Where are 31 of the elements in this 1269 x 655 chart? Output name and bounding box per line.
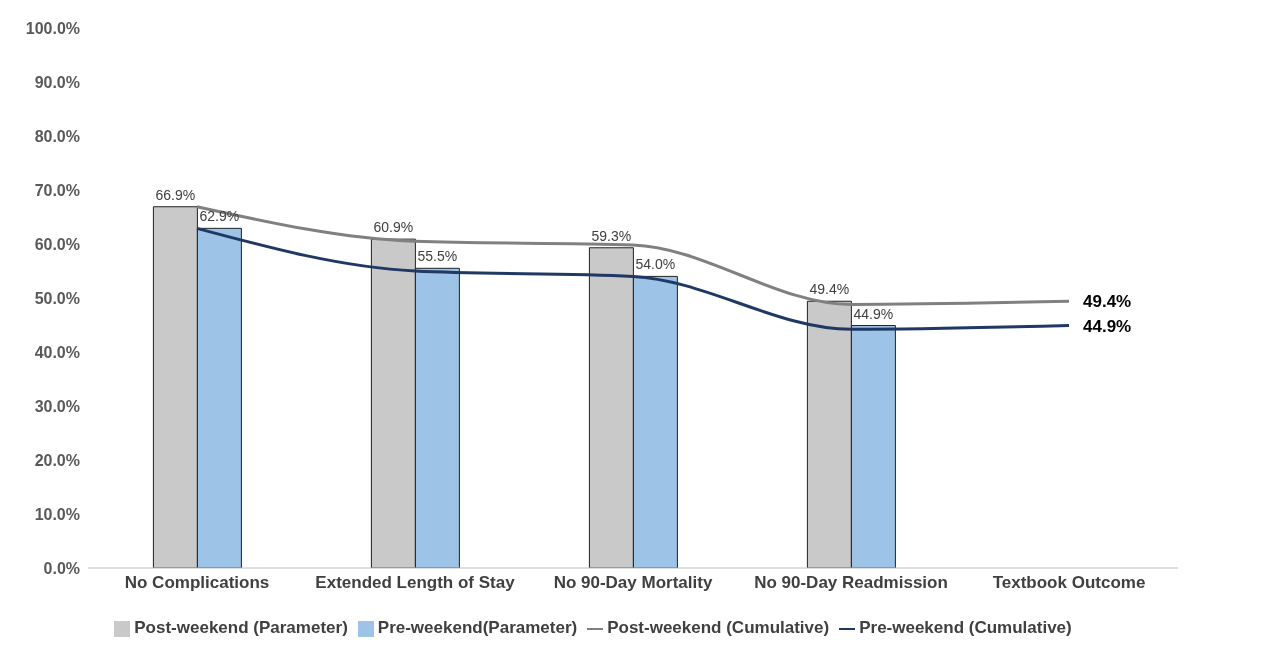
y-tick-label: 100.0% xyxy=(25,19,80,37)
y-tick-label: 50.0% xyxy=(34,289,80,307)
x-tick-label: No Complications xyxy=(124,573,270,593)
x-tick-label: Textbook Outcome xyxy=(992,573,1146,593)
y-tick-label: 0.0% xyxy=(43,559,80,577)
legend-label: Post-weekend (Parameter) xyxy=(134,618,348,637)
legend-label: Pre-weekend (Cumulative) xyxy=(859,618,1072,637)
data-label: 55.5% xyxy=(417,248,458,265)
data-label: 60.9% xyxy=(373,219,414,236)
y-tick-label: 40.0% xyxy=(34,343,80,361)
y-tick-label: 20.0% xyxy=(34,451,80,469)
data-label: 49.4% xyxy=(809,281,850,298)
data-label: 49.4% xyxy=(1083,292,1132,312)
data-label: 44.9% xyxy=(853,305,894,322)
x-tick-label: Extended Length of Stay xyxy=(315,573,516,593)
y-tick-label: 90.0% xyxy=(34,73,80,91)
x-tick-label: No 90-Day Mortality xyxy=(553,573,713,593)
data-label: 59.3% xyxy=(591,227,632,244)
y-tick-label: 70.0% xyxy=(34,181,80,199)
data-label: 44.9% xyxy=(1083,316,1132,336)
y-tick-label: 10.0% xyxy=(34,505,80,523)
data-label: 54.0% xyxy=(635,256,676,273)
data-label: 62.9% xyxy=(199,208,240,225)
y-tick-label: 60.0% xyxy=(34,235,80,253)
y-tick-label: 30.0% xyxy=(34,397,80,415)
legend-label: Pre-weekend(Parameter) xyxy=(377,618,578,637)
data-label: 66.9% xyxy=(155,186,196,203)
y-tick-label: 80.0% xyxy=(34,127,80,145)
x-tick-label: No 90-Day Readmission xyxy=(754,573,948,593)
line-series xyxy=(195,205,1071,306)
legend-label: Post-weekend (Cumulative) xyxy=(607,618,830,637)
